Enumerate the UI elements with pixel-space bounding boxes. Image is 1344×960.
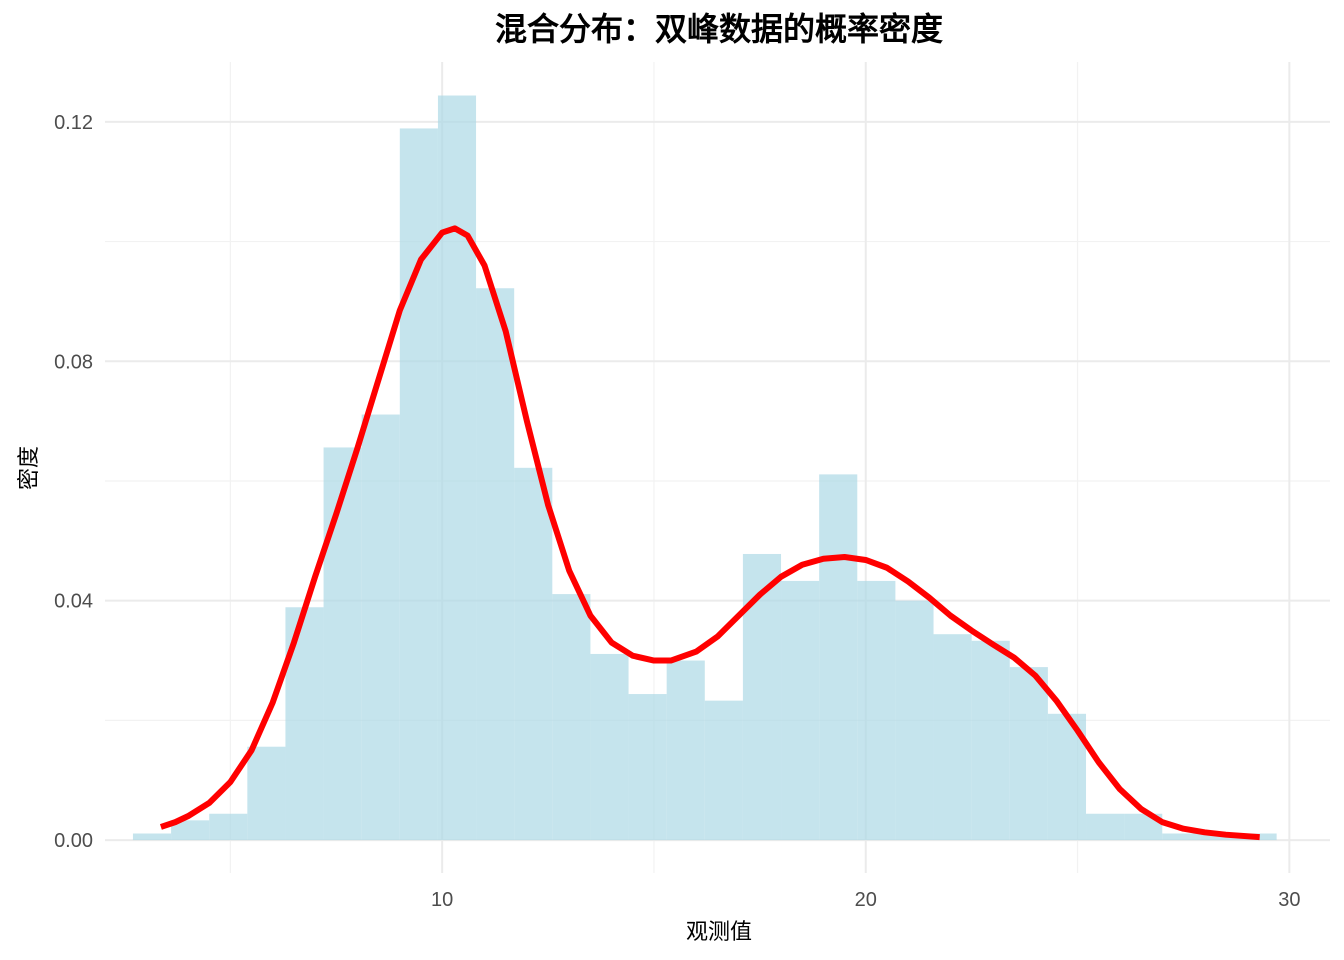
histogram-bar xyxy=(323,447,362,841)
histogram-bar xyxy=(933,634,972,841)
density-curve xyxy=(159,225,1260,841)
histogram-bar xyxy=(704,700,743,841)
x-axis-label: 观测值 xyxy=(686,920,752,945)
histogram-bar xyxy=(399,128,438,841)
histogram-bar xyxy=(628,694,667,841)
histogram-bar xyxy=(209,813,248,841)
y-tick-label: 0.08 xyxy=(54,351,93,373)
histogram-bar xyxy=(514,467,553,841)
histogram-bar xyxy=(132,833,172,841)
histogram-bar xyxy=(247,746,286,841)
histogram-bar xyxy=(895,600,934,841)
histogram-bar xyxy=(971,640,1010,841)
y-axis-label: 密度 xyxy=(17,446,42,490)
histogram-bar xyxy=(1009,667,1048,841)
histogram-bar xyxy=(666,660,705,841)
x-axis-ticks: 10 20 30 xyxy=(431,889,1300,911)
histogram-bar xyxy=(742,553,782,841)
histogram-bar xyxy=(171,820,210,841)
histogram-bar xyxy=(590,653,629,841)
y-tick-label: 0.12 xyxy=(54,112,93,134)
x-tick-label: 10 xyxy=(431,889,453,911)
y-tick-label: 0.00 xyxy=(54,830,93,852)
histogram-bar xyxy=(1162,833,1201,841)
histogram-bar xyxy=(437,95,477,841)
histogram-bar xyxy=(552,594,591,841)
x-tick-label: 20 xyxy=(855,889,877,911)
histogram-bar xyxy=(819,474,858,841)
histogram-bar xyxy=(857,580,896,841)
histogram-bar xyxy=(476,288,515,841)
density-curve-layer xyxy=(159,225,1260,841)
chart-title: 混合分布：双峰数据的概率密度 xyxy=(495,10,943,48)
histogram-bars xyxy=(132,95,1277,841)
histogram-bar xyxy=(1086,813,1125,841)
histogram-bar xyxy=(781,580,820,841)
histogram-bar xyxy=(361,414,400,841)
x-tick-label: 30 xyxy=(1278,889,1300,911)
y-axis-ticks: 0.00 0.04 0.08 0.12 xyxy=(54,112,93,852)
y-tick-label: 0.04 xyxy=(54,591,93,613)
